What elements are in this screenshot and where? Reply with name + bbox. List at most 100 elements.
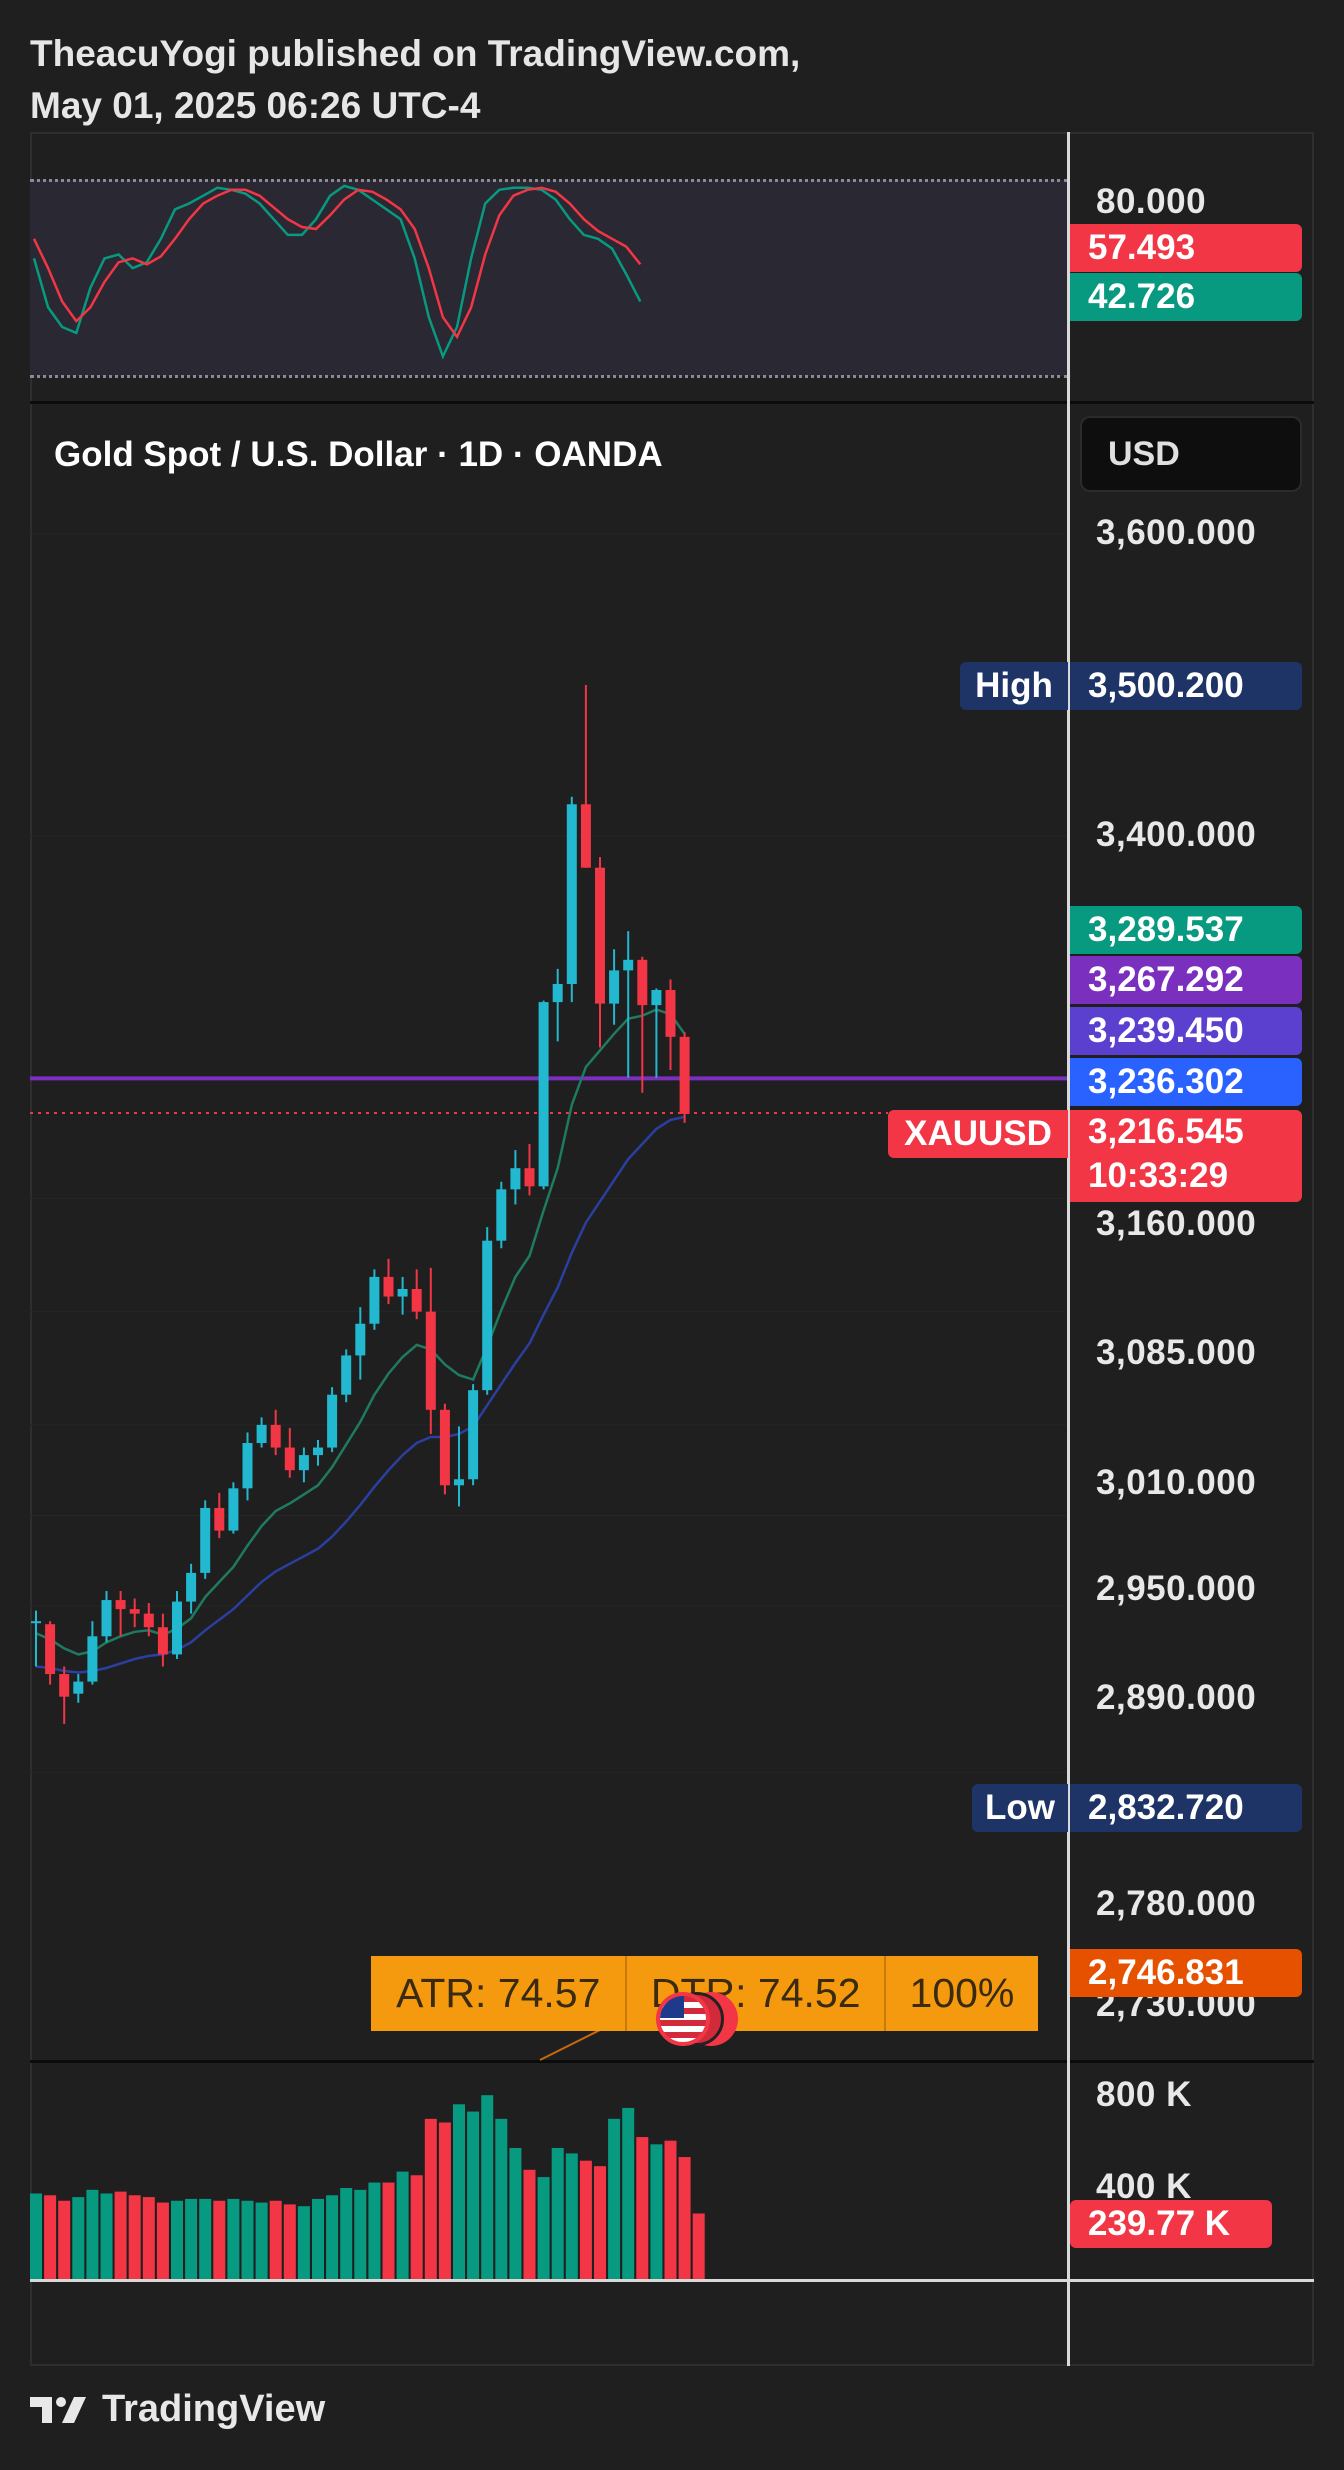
volume-bar	[72, 2197, 85, 2279]
volume-bar	[227, 2198, 240, 2279]
volume-value-tag: 239.77 K	[1070, 2200, 1272, 2248]
pane-divider-bottom[interactable]	[30, 2060, 1314, 2063]
volume-bar	[608, 2118, 621, 2279]
candle-body	[101, 1600, 112, 1637]
price-tick: 2,780.000	[1096, 1884, 1257, 1923]
price-tick: 3,085.000	[1096, 1333, 1257, 1372]
stoch-k-value-tag: 42.726	[1070, 273, 1302, 321]
candle-body	[552, 983, 563, 1003]
candle-body	[651, 990, 662, 1006]
tradingview-footer[interactable]: TradingView	[30, 2388, 325, 2431]
volume-tick: 800 K	[1096, 2075, 1192, 2114]
candle-body	[327, 1394, 338, 1448]
pane-divider-top[interactable]	[30, 401, 1314, 404]
last-price-tag: 3,216.545 10:33:29	[1070, 1110, 1302, 1202]
candle-body	[496, 1189, 507, 1241]
candle-body	[397, 1289, 408, 1297]
candle-body	[524, 1168, 535, 1187]
candle-body	[157, 1627, 168, 1655]
volume-bar	[636, 2137, 649, 2279]
price-tick: 3,400.000	[1096, 815, 1257, 854]
candle-body	[45, 1624, 56, 1675]
volume-bar	[579, 2160, 592, 2279]
volume-bar	[340, 2188, 353, 2279]
volume-bar	[58, 2200, 71, 2279]
candle-body	[411, 1289, 422, 1312]
footer-brand: TradingView	[102, 2388, 326, 2430]
volume-bar	[453, 2104, 465, 2279]
volume-bar	[509, 2147, 522, 2279]
candle-body	[242, 1443, 253, 1489]
volume-bar	[523, 2169, 536, 2279]
volume-bar	[156, 2202, 169, 2279]
stoch-d-line	[32, 186, 642, 340]
oscillator-band	[30, 180, 1068, 376]
volume-bar	[481, 2095, 494, 2279]
volume-bar	[213, 2200, 226, 2279]
last-price-value: 3,216.545	[1088, 1112, 1244, 1151]
candle-body	[270, 1424, 281, 1448]
volume-bar	[326, 2195, 339, 2279]
price-tick: 2,890.000	[1096, 1678, 1257, 1717]
volume-bar	[410, 2175, 423, 2279]
volume-bar	[622, 2107, 635, 2279]
volume-bar	[142, 2197, 155, 2279]
stoch-k-line	[32, 184, 642, 360]
volume-bar	[551, 2147, 564, 2279]
candle-body	[355, 1323, 366, 1356]
volume-bar	[44, 2195, 57, 2279]
candle-body	[369, 1276, 380, 1324]
volume-bar	[185, 2198, 198, 2279]
candle-body	[129, 1609, 140, 1614]
candle-body	[637, 959, 648, 1006]
volume-bar	[30, 2193, 42, 2279]
candle-body	[172, 1601, 182, 1655]
candle-body	[425, 1311, 436, 1410]
oscillator-lower-line	[30, 375, 1068, 378]
volume-bar	[396, 2171, 409, 2279]
price-tick: 2,950.000	[1096, 1569, 1257, 1608]
volume-bar	[100, 2193, 113, 2279]
volume-bar	[199, 2198, 212, 2279]
candle-body	[595, 867, 605, 1004]
candle-body	[439, 1409, 450, 1486]
high-label: High	[960, 662, 1068, 710]
candle-body	[341, 1355, 352, 1395]
candle-body	[31, 1621, 41, 1624]
ema-fast-tag: 3,289.537	[1070, 906, 1302, 954]
symbol-label: XAUUSD	[888, 1110, 1068, 1158]
volume-bar	[650, 2144, 663, 2279]
candle-body	[256, 1424, 267, 1444]
us-flag-event-icon[interactable]	[656, 1990, 746, 2050]
ema-slow-tag: 3,236.302	[1070, 1058, 1302, 1106]
publish-date: May 01, 2025 06:26 UTC-4	[30, 85, 481, 126]
price-tick: 3,600.000	[1096, 513, 1257, 552]
bar-countdown: 10:33:29	[1088, 1156, 1229, 1195]
candle-body	[468, 1390, 479, 1480]
candle-body	[566, 804, 577, 984]
volume-bar	[255, 2202, 268, 2279]
candle-body	[298, 1455, 309, 1471]
ema-slow-line	[35, 1115, 685, 1674]
high-value-tag: 3,500.200	[1070, 662, 1302, 710]
publish-info: TheacuYogi published on TradingView.com,…	[30, 28, 800, 132]
volume-bar	[241, 2200, 254, 2279]
volume-bar	[382, 2182, 395, 2279]
candle-body	[609, 970, 620, 1004]
volume-bar	[565, 2153, 578, 2279]
candle-body	[679, 1036, 690, 1114]
candle-body	[313, 1447, 323, 1456]
volume-bar	[283, 2204, 296, 2279]
support-line-tag: 3,239.450	[1070, 1007, 1302, 1055]
volume-baseline	[30, 2279, 1314, 2282]
candle-body	[115, 1600, 126, 1610]
stoch-d-value-tag: 57.493	[1070, 224, 1302, 272]
ema-fast-line	[35, 1008, 686, 1656]
currency-button[interactable]: USD	[1080, 416, 1302, 492]
chart-frame	[30, 132, 1314, 2366]
volume-bar	[128, 2195, 141, 2279]
symbol-title: Gold Spot / U.S. Dollar · 1D · OANDA	[54, 435, 663, 474]
candle-body	[73, 1681, 84, 1694]
crosshair-vertical-line	[1067, 132, 1070, 2366]
